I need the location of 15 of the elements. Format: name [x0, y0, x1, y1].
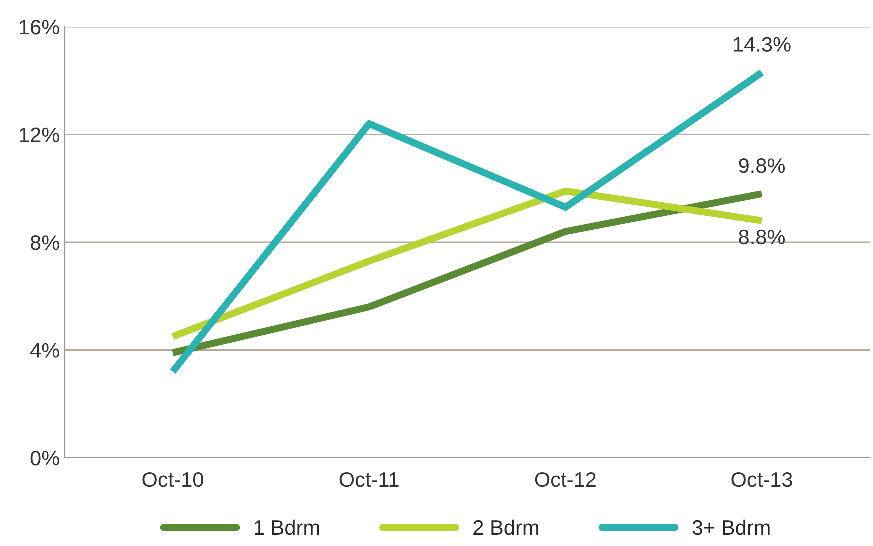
- legend-label: 3+ Bdrm: [692, 520, 770, 536]
- data-label: 8.8%: [739, 230, 786, 245]
- x-tick-label: Oct-12: [535, 472, 596, 488]
- legend-label: 2 Bdrm: [474, 520, 538, 536]
- x-tick-label: Oct-10: [142, 472, 204, 488]
- y-tick-label: 16%: [20, 20, 60, 35]
- y-tick-label: 0%: [30, 451, 60, 466]
- x-tick-label: Oct-11: [340, 472, 399, 488]
- legend-label: 1 Bdrm: [254, 520, 320, 536]
- data-label: 9.8%: [739, 158, 786, 174]
- x-tick-label: Oct-13: [732, 472, 792, 488]
- y-tick-label: 8%: [30, 236, 60, 250]
- y-tick-label: 4%: [30, 343, 60, 358]
- y-tick-label: 12%: [20, 128, 60, 142]
- data-label: 14.3%: [734, 37, 791, 52]
